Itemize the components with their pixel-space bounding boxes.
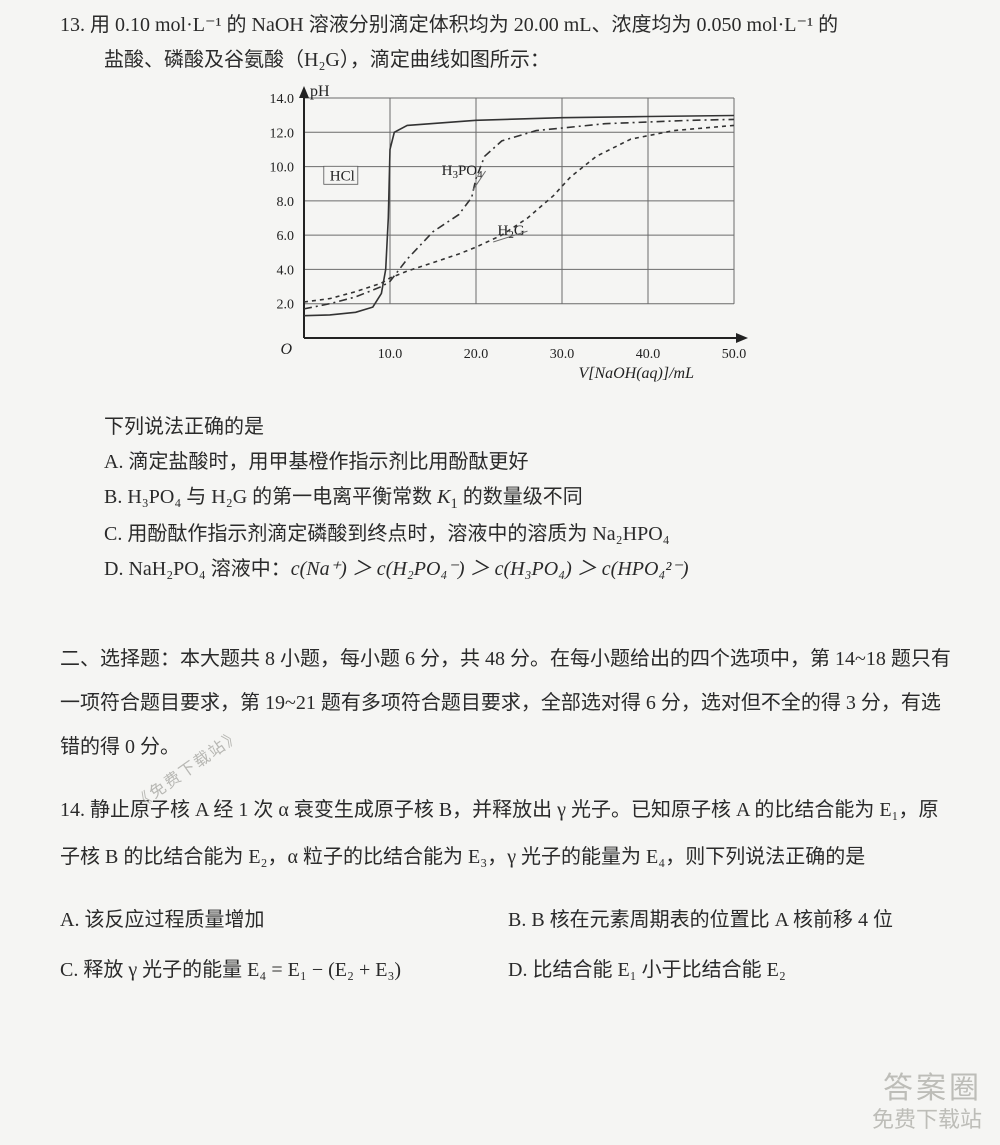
q13-option-b: B. H₃PO₄ 与 H₂G 的第一电离平衡常数 K1 的数量级不同 bbox=[60, 482, 952, 515]
svg-text:20.0: 20.0 bbox=[464, 347, 489, 362]
svg-text:8.0: 8.0 bbox=[277, 195, 295, 210]
svg-text:12.0: 12.0 bbox=[270, 126, 295, 141]
question-14: 14. 静止原子核 A 经 1 次 α 衰变生成原子核 B，并释放出 γ 光子。… bbox=[60, 787, 952, 881]
q13-optD-rel: c(Na⁺) ＞ c(H₂PO₄⁻) ＞ c(H₃PO₄) ＞ c(HPO₄²⁻… bbox=[291, 558, 689, 580]
q13-optB-post: 的数量级不同 bbox=[458, 486, 583, 508]
svg-text:4.0: 4.0 bbox=[277, 263, 295, 278]
q13-optB-pre: B. H₃PO₄ 与 H₂G 的第一电离平衡常数 bbox=[104, 486, 437, 508]
q13-line1: 用 0.10 mol·L⁻¹ 的 NaOH 溶液分别滴定体积均为 20.00 m… bbox=[90, 14, 838, 36]
watermark-bottom-right: 答案圈 免费下载站 bbox=[872, 1071, 982, 1133]
watermark-br-2: 免费下载站 bbox=[872, 1107, 982, 1133]
svg-text:14.0: 14.0 bbox=[270, 92, 295, 107]
svg-text:HCl: HCl bbox=[330, 168, 355, 184]
svg-text:H2G: H2G bbox=[498, 223, 525, 241]
q14-option-d: D. 比结合能 E₁ 小于比结合能 E₂ bbox=[508, 945, 952, 995]
q13-option-a: A. 滴定盐酸时，用甲基橙作指示剂比用酚酞更好 bbox=[60, 447, 952, 478]
svg-text:10.0: 10.0 bbox=[378, 347, 403, 362]
titration-svg: 2.0 4.0 6.0 8.0 10.0 12.0 14.0 10.0 20.0 30.0 40.0… bbox=[248, 82, 808, 402]
watermark-br-1: 答案圈 bbox=[872, 1071, 982, 1107]
titration-chart: 2.0 4.0 6.0 8.0 10.0 12.0 14.0 10.0 20.0 30.0 40.0… bbox=[60, 82, 952, 402]
q13-optB-K: K bbox=[437, 486, 450, 508]
svg-text:6.0: 6.0 bbox=[277, 229, 295, 244]
q13-option-d: D. NaH₂PO₄ 溶液中：c(Na⁺) ＞ c(H₂PO₄⁻) ＞ c(H₃… bbox=[60, 554, 952, 585]
svg-text:10.0: 10.0 bbox=[270, 161, 295, 176]
svg-text:40.0: 40.0 bbox=[636, 347, 661, 362]
q13-line2: 盐酸、磷酸及谷氨酸（H₂G），滴定曲线如图所示： bbox=[60, 45, 952, 76]
q13-option-c: C. 用酚酞作指示剂滴定磷酸到终点时，溶液中的溶质为 Na₂HPO₄ bbox=[60, 519, 952, 550]
svg-text:pH: pH bbox=[310, 83, 330, 100]
q13-number: 13. bbox=[60, 14, 85, 36]
svg-text:2.0: 2.0 bbox=[277, 298, 295, 313]
svg-text:V[NaOH(aq)]/mL: V[NaOH(aq)]/mL bbox=[578, 365, 694, 382]
q14-options: A. 该反应过程质量增加 B. B 核在元素周期表的位置比 A 核前移 4 位 … bbox=[60, 895, 952, 995]
section-2-heading: 二、选择题：本大题共 8 小题，每小题 6 分，共 48 分。在每小题给出的四个… bbox=[60, 637, 952, 769]
q14-option-a: A. 该反应过程质量增加 bbox=[60, 895, 508, 945]
q14-option-c: C. 释放 γ 光子的能量 E₄ = E₁ − (E₂ + E₃) bbox=[60, 945, 508, 995]
question-13: 13. 用 0.10 mol·L⁻¹ 的 NaOH 溶液分别滴定体积均为 20.… bbox=[60, 10, 952, 41]
svg-text:O: O bbox=[280, 341, 292, 358]
q13-optB-sub: 1 bbox=[451, 496, 458, 512]
svg-text:H3PO4: H3PO4 bbox=[442, 163, 484, 181]
q13-optD-pre: D. NaH₂PO₄ 溶液中： bbox=[104, 558, 291, 580]
svg-text:50.0: 50.0 bbox=[722, 347, 747, 362]
svg-text:30.0: 30.0 bbox=[550, 347, 575, 362]
q13-prompt: 下列说法正确的是 bbox=[60, 412, 952, 443]
q14-option-b: B. B 核在元素周期表的位置比 A 核前移 4 位 bbox=[508, 895, 952, 945]
